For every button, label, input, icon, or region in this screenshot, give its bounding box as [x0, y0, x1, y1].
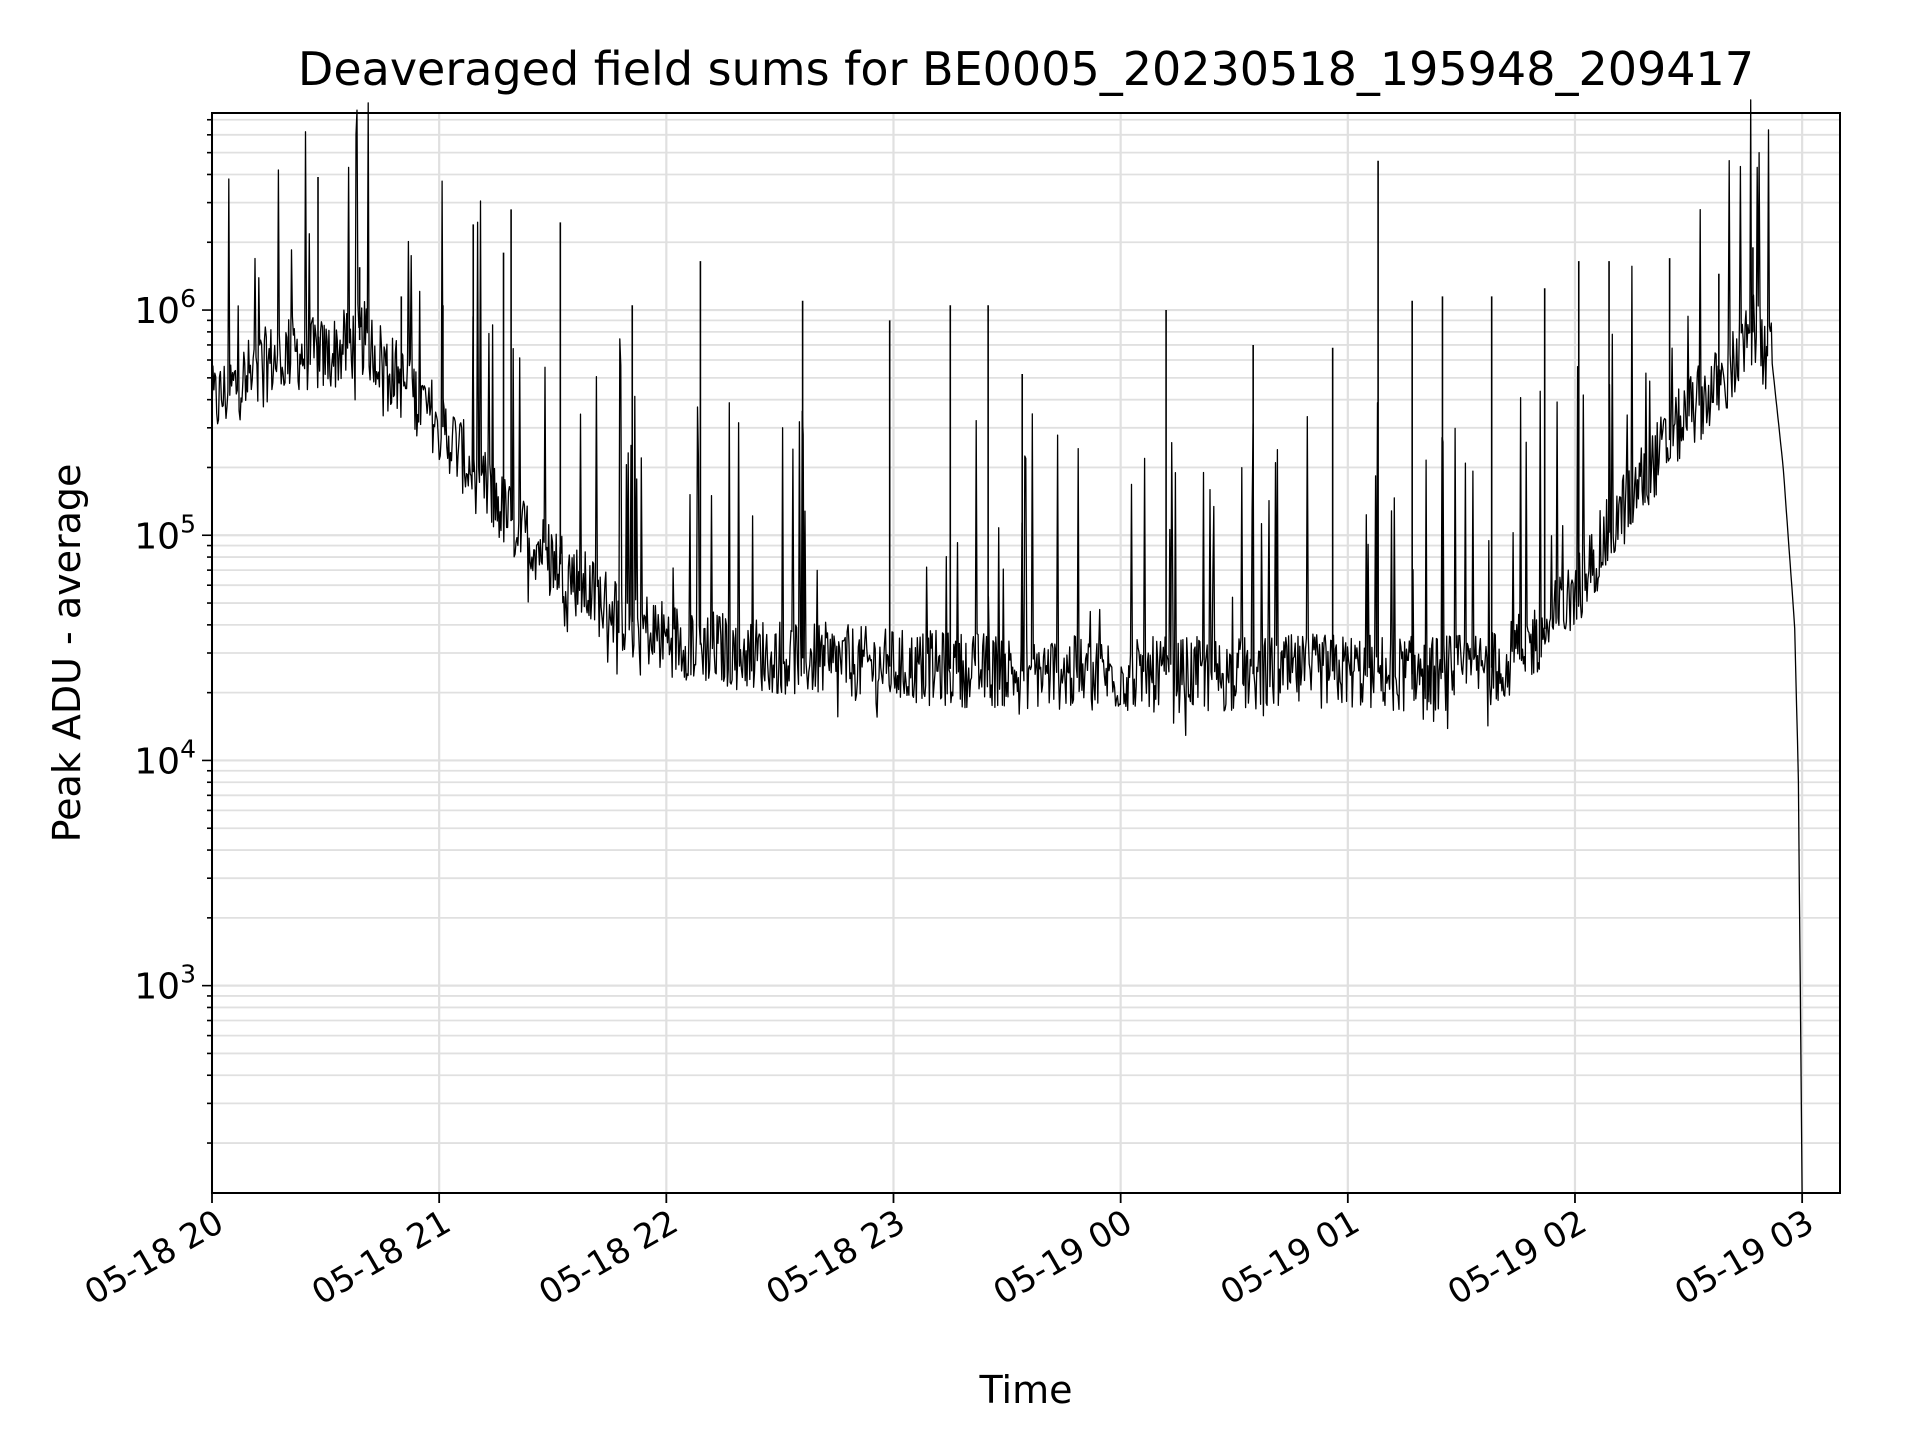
y-axis-label: Peak ADU - average: [45, 464, 89, 843]
series-line: [211, 99, 1803, 1194]
y-tick-label: 104: [134, 734, 196, 782]
y-tick-label: 106: [134, 284, 196, 332]
chart-title: Deaveraged field sums for BE0005_2023051…: [298, 42, 1754, 96]
x-axis-label: Time: [979, 1368, 1073, 1412]
y-tick-label: 105: [134, 509, 196, 557]
data-series: [211, 99, 1803, 1194]
y-tick-label: 103: [134, 960, 196, 1008]
